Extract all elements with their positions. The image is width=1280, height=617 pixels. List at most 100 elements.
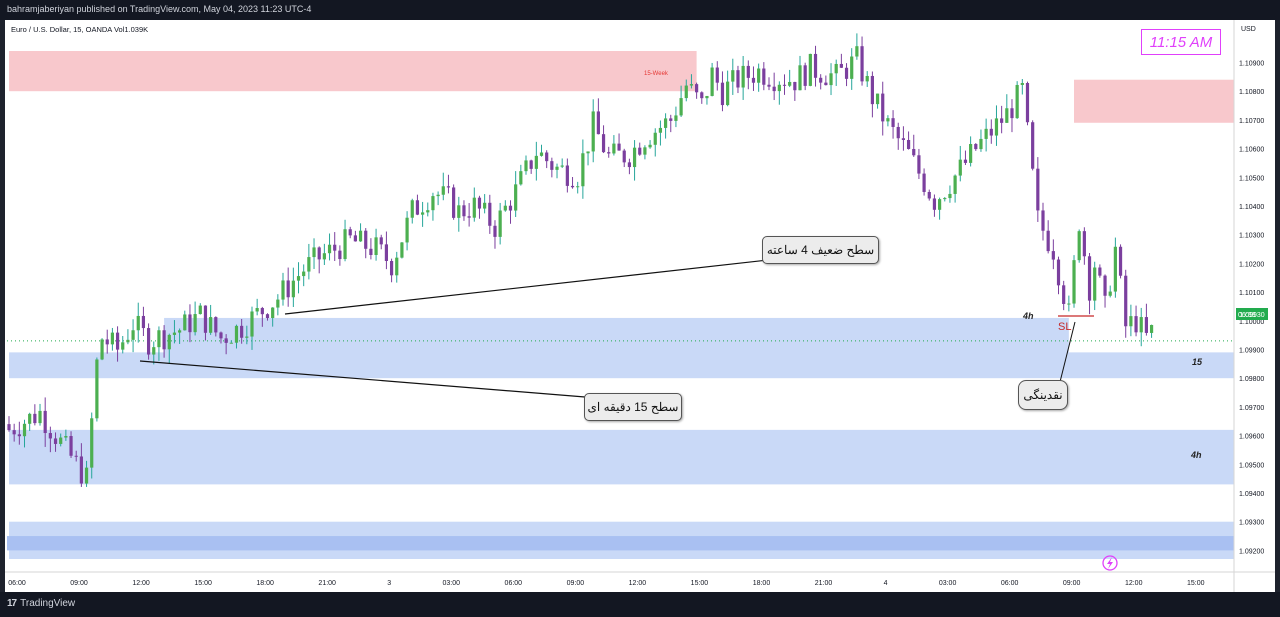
candle-body	[514, 184, 518, 211]
x-tick-label: 21:00	[815, 580, 833, 587]
current-price-label: 1.09930	[1239, 312, 1264, 319]
candle-body	[167, 334, 171, 350]
tradingview-brand: TradingView	[20, 598, 76, 609]
candle-body	[245, 336, 249, 338]
candle-body	[772, 86, 776, 92]
candle-body	[813, 53, 818, 78]
y-tick-label: 1.10300	[1239, 233, 1264, 240]
candle-body	[601, 134, 606, 153]
candle-body	[1082, 231, 1086, 257]
candle-body	[100, 339, 104, 360]
candle-body	[741, 65, 745, 88]
candle-body	[1067, 303, 1071, 305]
candle-body	[762, 68, 766, 85]
demand-zone-core	[7, 536, 1234, 551]
candle-body	[483, 202, 487, 209]
candle-body	[788, 81, 792, 86]
countdown-label: 06:38	[1238, 312, 1256, 319]
weak-level-pointer-line	[284, 259, 769, 315]
candle-body	[209, 317, 213, 333]
demand-zone-3[interactable]	[9, 352, 1234, 379]
candle-body	[1108, 291, 1112, 296]
price-badge: 1.09930 06:38	[1236, 308, 1268, 320]
candle-body	[17, 434, 21, 437]
candle-body	[663, 118, 668, 128]
candle-body	[74, 455, 78, 457]
supply-zone-1[interactable]	[1074, 79, 1234, 123]
candle-body	[570, 185, 575, 188]
candle-body	[364, 230, 368, 249]
candle-body	[405, 217, 409, 243]
candle-body	[358, 230, 363, 242]
candle-body	[658, 127, 663, 133]
candle-body	[607, 152, 611, 154]
y-tick-label: 1.10200	[1239, 261, 1264, 268]
candle-body	[669, 118, 673, 121]
candle-body	[131, 330, 135, 340]
candle-body	[1046, 230, 1050, 252]
x-tick-label: 15:00	[194, 580, 212, 587]
candle-body	[627, 162, 631, 168]
demand-zone-4[interactable]	[9, 429, 1234, 485]
candle-body	[250, 311, 254, 337]
y-tick-label: 1.10400	[1239, 204, 1264, 211]
candle-body	[596, 111, 600, 135]
candle-body	[746, 65, 750, 78]
candle-body	[674, 115, 678, 121]
candle-body	[886, 118, 890, 122]
candle-body	[700, 92, 704, 99]
candle-body	[875, 93, 880, 105]
x-tick-label: 12:00	[1125, 580, 1143, 587]
candle-body	[203, 305, 208, 333]
candle-body	[33, 413, 37, 424]
y-tick-label: 1.09300	[1239, 520, 1264, 527]
candle-body	[467, 216, 471, 218]
candle-body	[384, 244, 389, 261]
candle-body	[477, 197, 482, 209]
tradingview-logo[interactable]: 17 TradingView	[7, 598, 75, 609]
candle-body	[757, 68, 761, 83]
level-15-text: سطح 15 دقیقه ای	[587, 400, 679, 414]
x-tick-label: 18:00	[256, 580, 274, 587]
candle-body	[188, 314, 192, 333]
candle-body	[803, 65, 807, 86]
candle-body	[379, 237, 383, 245]
candle-body	[53, 438, 58, 444]
candle-body	[989, 128, 993, 136]
candle-body	[503, 205, 507, 211]
candle-body	[1149, 324, 1154, 333]
candle-body	[452, 187, 456, 218]
candle-body	[136, 315, 140, 331]
lightning-icon[interactable]	[1102, 555, 1118, 571]
candle-body	[1098, 267, 1102, 276]
tradingview-logo-icon: 17	[7, 598, 17, 609]
y-tick-label: 1.09700	[1239, 405, 1264, 412]
candle-body	[219, 332, 223, 339]
candle-body	[684, 85, 688, 99]
y-tick-label: 1.10700	[1239, 118, 1264, 125]
candle-body	[286, 280, 290, 298]
candle-body	[648, 144, 652, 148]
candle-body	[271, 307, 275, 319]
candle-body	[632, 147, 637, 168]
y-tick-label: 1.09500	[1239, 462, 1264, 469]
supply-zone-0[interactable]	[9, 51, 697, 92]
candle-body	[855, 46, 859, 57]
candle-body	[860, 46, 864, 82]
x-tick-label: 21:00	[318, 580, 336, 587]
candle-body	[374, 237, 378, 255]
candle-body	[234, 325, 239, 343]
candle-body	[415, 200, 420, 215]
candle-body	[586, 151, 590, 154]
y-tick-label: 1.09200	[1239, 548, 1264, 555]
candle-body	[1103, 275, 1107, 296]
candle-body	[472, 197, 476, 218]
candle-body	[395, 257, 399, 276]
x-tick-label: 06:00	[505, 580, 523, 587]
candle-body	[839, 63, 843, 68]
demand-zone-2[interactable]	[164, 317, 1069, 356]
candle-body	[1087, 256, 1092, 301]
candle-body	[1025, 82, 1030, 123]
candle-body	[1036, 168, 1040, 211]
